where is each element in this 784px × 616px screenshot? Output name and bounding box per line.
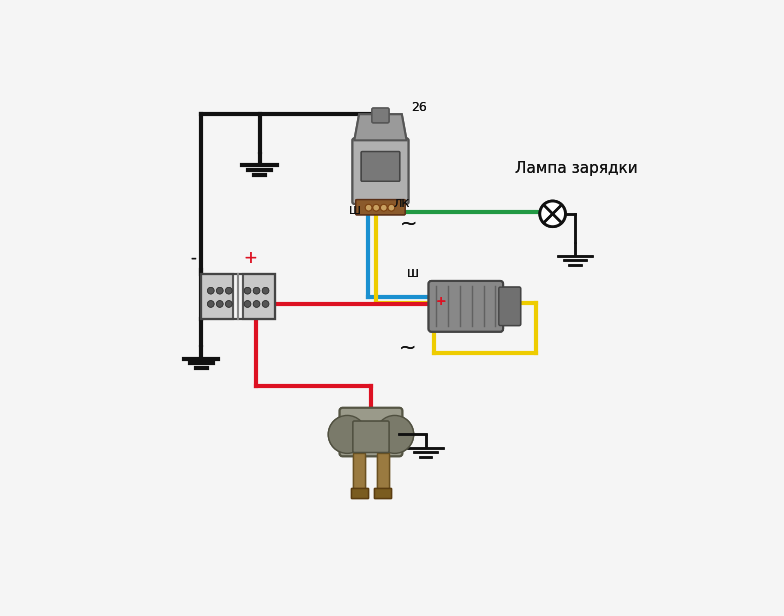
Circle shape — [376, 415, 414, 453]
Circle shape — [328, 415, 366, 453]
FancyBboxPatch shape — [361, 152, 400, 181]
Circle shape — [208, 301, 214, 307]
Circle shape — [253, 287, 260, 294]
Text: Ш: Ш — [407, 269, 419, 279]
FancyBboxPatch shape — [339, 408, 402, 456]
Bar — [374, 488, 391, 498]
Circle shape — [373, 205, 379, 211]
Text: -: - — [190, 249, 196, 267]
Text: +: + — [436, 295, 446, 308]
Circle shape — [253, 287, 260, 294]
Circle shape — [253, 301, 260, 307]
Text: Ш: Ш — [407, 269, 419, 279]
Circle shape — [226, 287, 232, 294]
FancyBboxPatch shape — [499, 287, 521, 325]
Bar — [377, 453, 389, 489]
FancyBboxPatch shape — [372, 108, 389, 123]
Circle shape — [208, 287, 214, 294]
Text: Ш: Ш — [349, 206, 361, 216]
Bar — [350, 488, 368, 498]
Text: 26: 26 — [412, 101, 427, 114]
FancyBboxPatch shape — [243, 274, 275, 319]
FancyBboxPatch shape — [353, 421, 389, 452]
Circle shape — [388, 205, 394, 211]
Circle shape — [262, 287, 269, 294]
Circle shape — [244, 287, 251, 294]
Polygon shape — [354, 114, 407, 140]
Circle shape — [380, 205, 387, 211]
Circle shape — [244, 301, 251, 307]
Circle shape — [376, 415, 414, 453]
Text: 26: 26 — [412, 101, 427, 114]
Text: Лампа зарядки: Лампа зарядки — [515, 161, 637, 176]
FancyBboxPatch shape — [201, 274, 234, 319]
Text: -: - — [190, 249, 196, 267]
Text: Лампа зарядки: Лампа зарядки — [515, 161, 637, 176]
Text: +: + — [243, 249, 257, 267]
FancyBboxPatch shape — [243, 274, 275, 319]
Circle shape — [208, 301, 214, 307]
Circle shape — [244, 287, 251, 294]
Circle shape — [226, 301, 232, 307]
Bar — [374, 488, 391, 498]
Text: ЛК: ЛК — [394, 199, 409, 209]
Circle shape — [253, 301, 260, 307]
Circle shape — [262, 287, 269, 294]
FancyBboxPatch shape — [361, 152, 400, 181]
Circle shape — [365, 205, 372, 211]
Bar — [354, 453, 365, 489]
Circle shape — [226, 287, 232, 294]
Circle shape — [226, 301, 232, 307]
Circle shape — [388, 205, 394, 211]
Circle shape — [262, 301, 269, 307]
Text: +: + — [243, 249, 257, 267]
Circle shape — [540, 201, 565, 227]
Text: Ш: Ш — [349, 206, 361, 216]
Text: +: + — [436, 295, 446, 308]
Circle shape — [540, 201, 565, 227]
Polygon shape — [354, 114, 407, 140]
Circle shape — [365, 205, 372, 211]
Bar — [350, 488, 368, 498]
Bar — [354, 453, 365, 489]
FancyBboxPatch shape — [339, 408, 402, 456]
FancyBboxPatch shape — [353, 421, 389, 452]
Bar — [377, 453, 389, 489]
FancyBboxPatch shape — [353, 139, 408, 204]
FancyBboxPatch shape — [429, 281, 503, 331]
Circle shape — [216, 287, 223, 294]
FancyBboxPatch shape — [356, 200, 405, 215]
FancyBboxPatch shape — [429, 281, 503, 331]
Circle shape — [216, 301, 223, 307]
Circle shape — [208, 287, 214, 294]
Circle shape — [380, 205, 387, 211]
Circle shape — [216, 301, 223, 307]
FancyBboxPatch shape — [201, 274, 234, 319]
Circle shape — [328, 415, 366, 453]
Text: ~: ~ — [400, 213, 418, 233]
Text: ~: ~ — [399, 338, 416, 358]
Text: ЛК: ЛК — [394, 199, 409, 209]
Circle shape — [262, 301, 269, 307]
Text: Ш: Ш — [407, 269, 419, 279]
FancyBboxPatch shape — [372, 108, 389, 123]
FancyBboxPatch shape — [353, 139, 408, 204]
Text: ~: ~ — [399, 338, 416, 358]
Circle shape — [244, 301, 251, 307]
FancyBboxPatch shape — [356, 200, 405, 215]
Circle shape — [216, 287, 223, 294]
Text: ~: ~ — [400, 213, 418, 233]
Circle shape — [373, 205, 379, 211]
FancyBboxPatch shape — [499, 287, 521, 325]
